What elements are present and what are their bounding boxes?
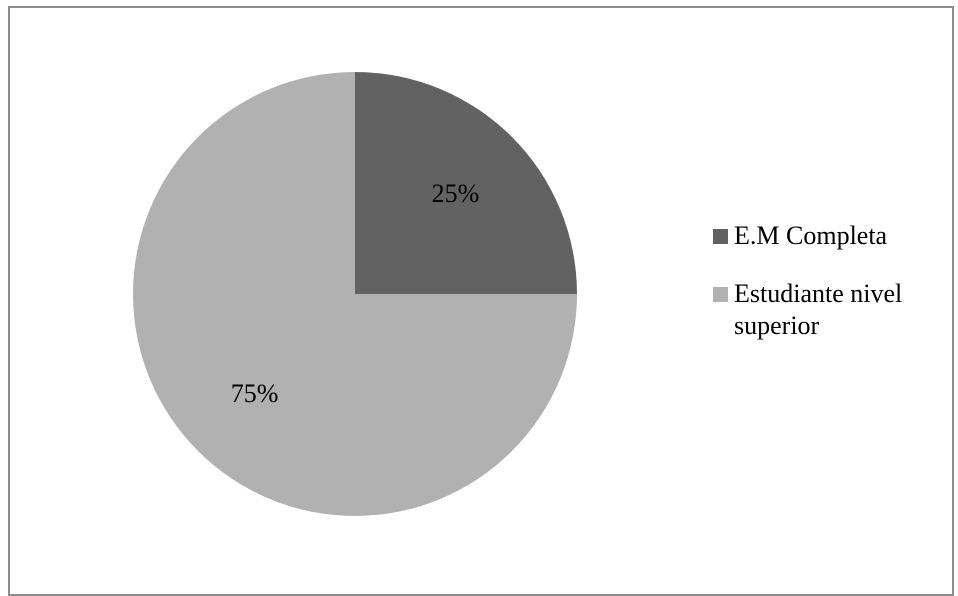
legend: E.M Completa Estudiante nivel superior [709,220,954,368]
legend-swatch-estudiante-nivel-superior [713,287,728,302]
slice-em-completa [355,72,577,294]
legend-label-estudiante-nivel-superior: Estudiante nivel superior [734,279,903,340]
legend-label-em-completa: E.M Completa [734,221,888,250]
pie-chart [133,72,577,516]
legend-swatch-em-completa [713,229,728,244]
slice-label-em-completa: 25% [431,178,480,208]
legend-item-estudiante-nivel-superior: Estudiante nivel superior [709,278,954,342]
slice-estudiante-nivel-superior [133,72,577,516]
legend-item-em-completa: E.M Completa [709,220,954,252]
slice-label-estudiante-nivel-superior: 75% [230,379,279,409]
